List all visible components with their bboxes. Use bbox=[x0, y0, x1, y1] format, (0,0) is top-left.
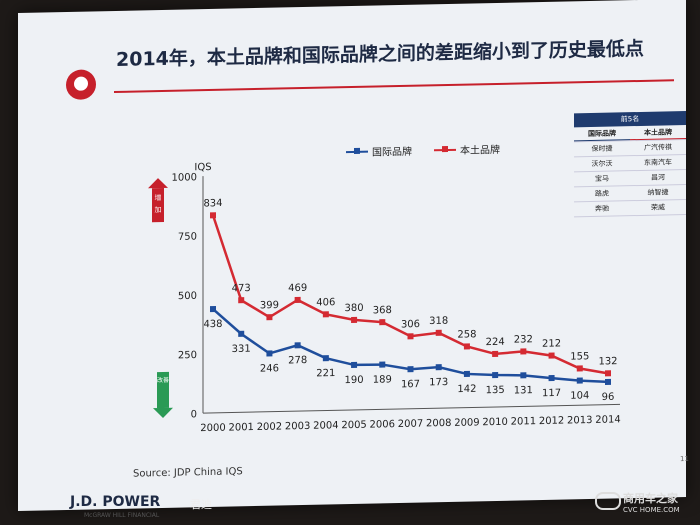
data-label: 306 bbox=[401, 319, 420, 330]
data-label: 167 bbox=[401, 379, 420, 390]
data-point bbox=[238, 297, 245, 304]
data-point bbox=[266, 350, 273, 357]
data-point bbox=[407, 366, 414, 373]
data-point bbox=[520, 348, 527, 355]
data-label: 224 bbox=[486, 337, 505, 348]
data-point bbox=[605, 370, 611, 377]
data-point bbox=[605, 378, 611, 385]
data-label: 246 bbox=[260, 363, 279, 374]
data-label: 368 bbox=[373, 305, 392, 316]
data-label: 190 bbox=[345, 375, 364, 386]
data-point bbox=[210, 306, 216, 313]
y-tick-label: 0 bbox=[191, 409, 197, 420]
watermark-main: 商用车之家 bbox=[623, 492, 678, 505]
data-label: 438 bbox=[203, 319, 222, 330]
data-point bbox=[492, 350, 499, 357]
y-tick-label: 1000 bbox=[172, 172, 197, 184]
data-point bbox=[238, 330, 245, 337]
footer-brand: 君迪 bbox=[190, 498, 212, 511]
data-label: 380 bbox=[345, 303, 364, 314]
data-label: 258 bbox=[457, 329, 476, 340]
watermark-sub: CVC HOME.COM bbox=[623, 506, 680, 514]
data-point bbox=[435, 364, 442, 371]
data-point bbox=[351, 361, 358, 368]
x-tick-label: 2007 bbox=[398, 419, 423, 431]
data-point bbox=[548, 375, 555, 382]
data-label: 469 bbox=[288, 283, 307, 294]
y-axis-label: IQS bbox=[194, 162, 211, 173]
data-point bbox=[520, 372, 527, 379]
data-label: 834 bbox=[203, 198, 222, 209]
data-label: 232 bbox=[514, 334, 533, 345]
data-point bbox=[294, 296, 301, 304]
data-point bbox=[294, 342, 301, 349]
x-tick-label: 2012 bbox=[539, 416, 564, 428]
data-label: 318 bbox=[429, 316, 448, 327]
data-point bbox=[435, 329, 442, 336]
data-point bbox=[463, 370, 470, 378]
data-label: 189 bbox=[373, 374, 392, 385]
data-label: 399 bbox=[260, 300, 279, 311]
x-tick-label: 2011 bbox=[511, 416, 536, 428]
x-tick-label: 2008 bbox=[426, 418, 451, 430]
x-tick-label: 2009 bbox=[454, 417, 479, 429]
x-tick-label: 2013 bbox=[567, 415, 592, 427]
data-point bbox=[407, 333, 414, 340]
data-point bbox=[576, 365, 583, 372]
data-label: 406 bbox=[316, 297, 335, 308]
data-point bbox=[548, 352, 555, 359]
data-label: 135 bbox=[486, 385, 505, 396]
page-number: 11 bbox=[680, 454, 689, 464]
data-point bbox=[379, 361, 386, 368]
footer-logo: J.D. POWER bbox=[70, 494, 161, 510]
data-label: 117 bbox=[542, 388, 561, 399]
data-label: 173 bbox=[429, 377, 448, 388]
data-label: 131 bbox=[514, 385, 533, 396]
x-tick-label: 2003 bbox=[285, 421, 310, 433]
x-tick-label: 2001 bbox=[228, 422, 253, 434]
data-point bbox=[492, 371, 499, 379]
watermark-logo-icon bbox=[595, 492, 621, 510]
data-point bbox=[210, 212, 216, 219]
data-label: 278 bbox=[288, 355, 307, 366]
data-label: 221 bbox=[316, 368, 335, 379]
data-label: 104 bbox=[570, 390, 589, 401]
footer-subtitle: McGRAW HILL FINANCIAL bbox=[84, 512, 160, 519]
x-tick-label: 2010 bbox=[482, 417, 507, 429]
data-label: 142 bbox=[457, 384, 476, 395]
x-tick-label: 2002 bbox=[257, 421, 282, 433]
data-point bbox=[266, 314, 273, 321]
x-tick-label: 2006 bbox=[370, 419, 395, 431]
data-point bbox=[576, 377, 583, 384]
y-tick-label: 500 bbox=[178, 291, 197, 302]
y-tick-label: 750 bbox=[178, 231, 197, 242]
data-label: 96 bbox=[602, 392, 615, 403]
data-label: 212 bbox=[542, 338, 561, 349]
x-axis-line bbox=[203, 403, 620, 414]
x-tick-label: 2005 bbox=[341, 420, 366, 432]
data-point bbox=[379, 319, 386, 326]
x-tick-label: 2004 bbox=[313, 420, 338, 432]
data-label: 155 bbox=[570, 351, 589, 362]
watermark: 商用车之家 CVC HOME.COM bbox=[595, 488, 695, 518]
data-label: 132 bbox=[598, 356, 617, 367]
x-tick-label: 2014 bbox=[595, 414, 620, 426]
data-point bbox=[322, 311, 329, 318]
data-label: 473 bbox=[232, 283, 251, 294]
y-tick-label: 250 bbox=[178, 350, 197, 361]
x-tick-label: 2000 bbox=[200, 423, 225, 435]
data-point bbox=[322, 355, 329, 362]
data-label: 331 bbox=[232, 344, 251, 355]
data-point bbox=[463, 343, 470, 350]
chart-source: Source: JDP China IQS bbox=[133, 466, 243, 480]
data-point bbox=[351, 316, 358, 323]
slide: 2014年，本土品牌和国际品牌之间的差距缩小到了历史最低点 增加 改善 前5名 … bbox=[18, 0, 689, 511]
